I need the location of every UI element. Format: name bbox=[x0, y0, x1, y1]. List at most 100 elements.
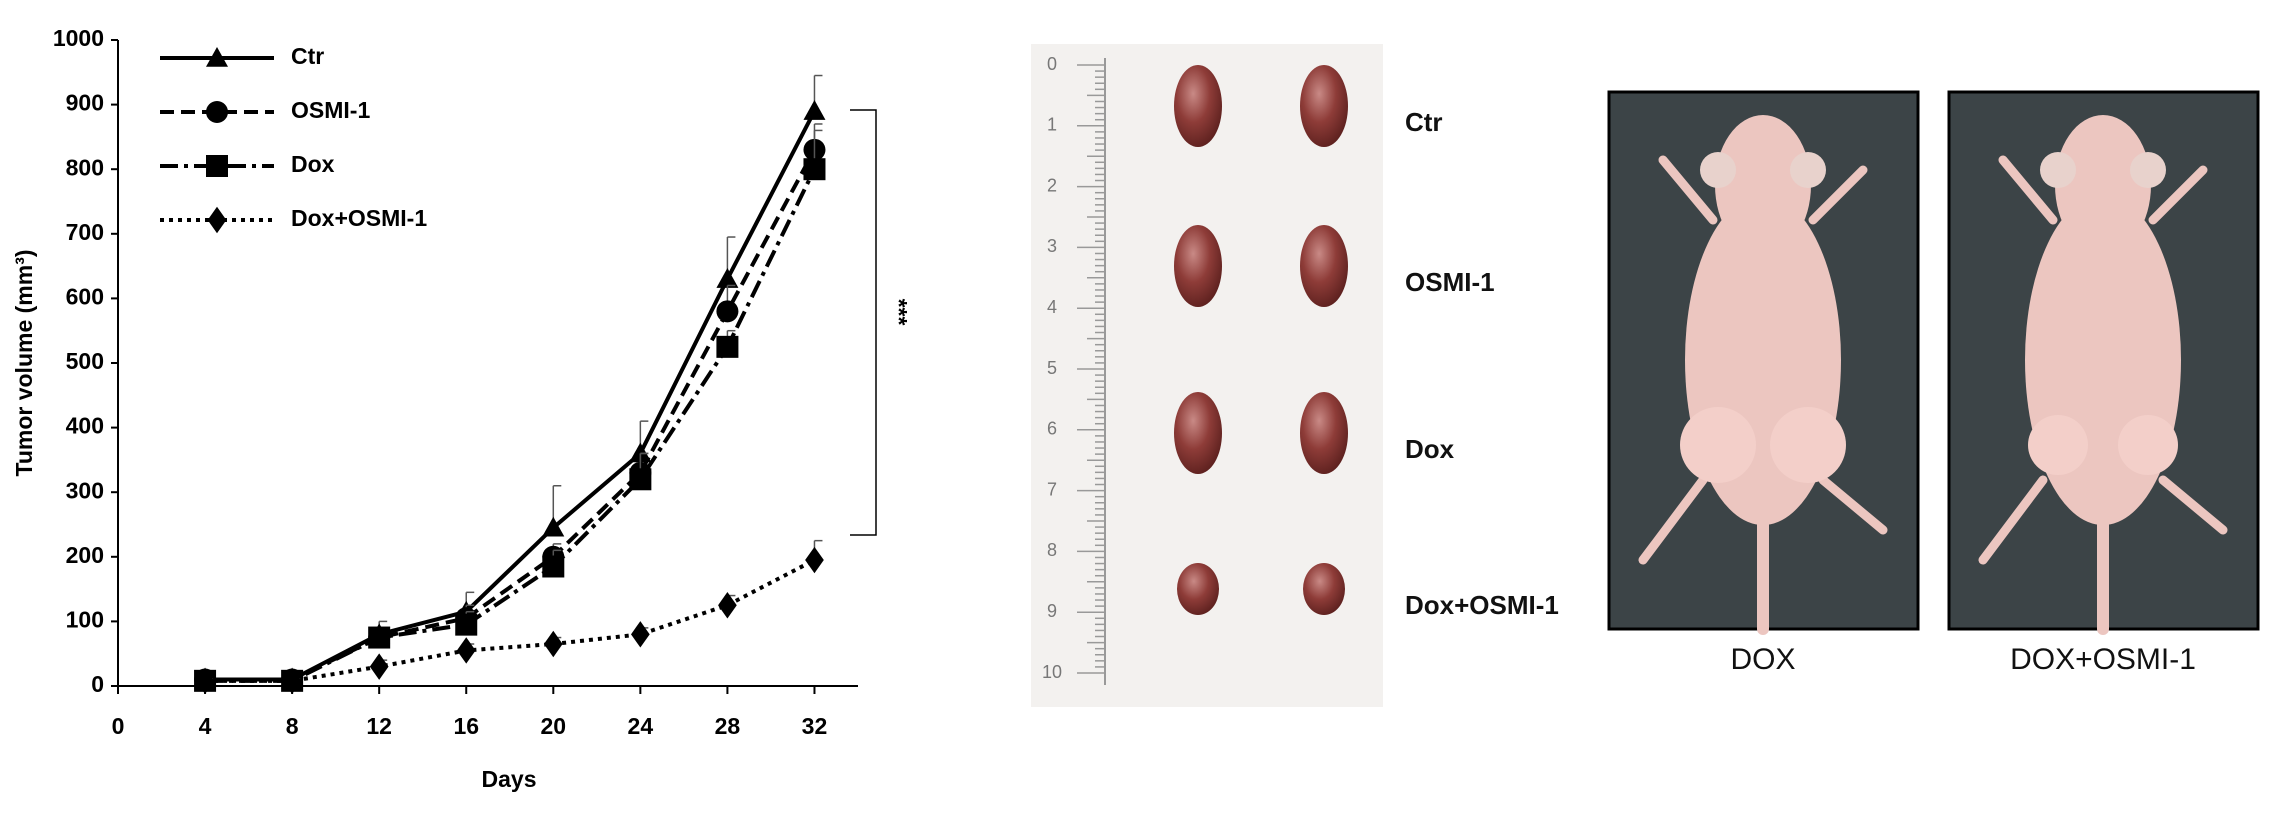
photo-caption: DOX bbox=[1730, 643, 1795, 676]
y-axis-label: Tumor volume (mm³) bbox=[11, 249, 37, 476]
tumor bbox=[1177, 563, 1219, 615]
row-label: Dox bbox=[1405, 434, 1455, 464]
x-axis-label: Days bbox=[482, 766, 537, 792]
significance-label: *** bbox=[886, 299, 912, 326]
tumor bbox=[1174, 225, 1222, 307]
y-tick-label: 200 bbox=[66, 542, 104, 568]
tumor bbox=[1300, 225, 1348, 307]
mouse-limb bbox=[2148, 165, 2208, 225]
series-line bbox=[205, 168, 817, 683]
x-tick-label: 32 bbox=[802, 713, 828, 739]
tumor bbox=[1174, 65, 1222, 147]
marker bbox=[455, 613, 478, 636]
mouse-ear bbox=[1700, 152, 1736, 188]
y-tick-label: 0 bbox=[91, 671, 104, 697]
mouse-photo bbox=[1947, 90, 2260, 635]
marker bbox=[368, 626, 391, 649]
y-tick-label: 900 bbox=[66, 90, 104, 116]
tumor bbox=[1300, 65, 1348, 147]
tumor-photo: 0 1 2 3 4 5 6 7 8 9 10 Ctr OSMI-1 Dox Dox+OSMI-1 bbox=[1031, 44, 1559, 707]
marker bbox=[542, 555, 565, 578]
ruler-label: 5 bbox=[1047, 358, 1057, 378]
marker bbox=[206, 47, 228, 67]
marker bbox=[805, 546, 824, 574]
y-tick-label: 1000 bbox=[53, 25, 104, 51]
y-tick-label: 300 bbox=[66, 477, 104, 503]
row-label: OSMI-1 bbox=[1405, 267, 1495, 297]
ruler-label: 7 bbox=[1047, 479, 1057, 499]
mouse-head bbox=[2055, 115, 2151, 255]
tumor bbox=[1300, 392, 1348, 474]
y-tick-label: 400 bbox=[66, 413, 104, 439]
legend-label: OSMI-1 bbox=[291, 97, 370, 123]
series-line bbox=[205, 558, 816, 683]
mouse-ear bbox=[2040, 152, 2076, 188]
mouse-limb bbox=[1978, 475, 2048, 565]
mouse-photo bbox=[1607, 90, 1920, 635]
marker bbox=[803, 100, 826, 120]
marker bbox=[195, 667, 215, 695]
line-chart: Days Tumor volume (mm³) 0100200300400500… bbox=[11, 25, 912, 792]
legend-label: Dox+OSMI-1 bbox=[291, 205, 427, 231]
tumor bbox=[1174, 392, 1222, 474]
marker bbox=[716, 300, 739, 323]
series-line bbox=[205, 148, 817, 682]
mouse-tumor bbox=[2028, 415, 2088, 475]
ruler-label: 2 bbox=[1047, 175, 1057, 195]
mouse-photos: DOX DOX+OSMI-1 bbox=[1607, 90, 2260, 676]
mouse-limb bbox=[1638, 475, 1708, 565]
x-tick-label: 20 bbox=[540, 713, 566, 739]
mouse-limb bbox=[1808, 165, 1868, 225]
marker bbox=[206, 155, 228, 177]
ruler-label: 6 bbox=[1047, 419, 1057, 439]
ruler-label: 9 bbox=[1047, 601, 1057, 621]
x-tick-label: 0 bbox=[112, 713, 125, 739]
marker bbox=[456, 637, 476, 664]
mouse-tumor bbox=[2118, 415, 2178, 475]
marker bbox=[543, 630, 563, 658]
x-tick-label: 28 bbox=[715, 713, 741, 739]
photo-caption: DOX+OSMI-1 bbox=[2010, 643, 2196, 676]
marker bbox=[716, 335, 739, 358]
mouse-ear bbox=[1790, 152, 1826, 188]
ruler-label: 1 bbox=[1047, 115, 1057, 135]
legend-label: Ctr bbox=[291, 43, 324, 69]
row-label: Ctr bbox=[1405, 107, 1443, 137]
x-tick-label: 12 bbox=[366, 713, 392, 739]
y-tick-label: 100 bbox=[66, 606, 104, 632]
marker bbox=[282, 667, 302, 695]
y-tick-label: 800 bbox=[66, 154, 104, 180]
marker bbox=[629, 468, 652, 491]
ruler-label: 0 bbox=[1047, 54, 1057, 74]
mouse-head bbox=[1715, 115, 1811, 255]
marker bbox=[716, 268, 739, 288]
ruler-label: 3 bbox=[1047, 236, 1057, 256]
x-tick-label: 8 bbox=[286, 713, 299, 739]
significance-bracket bbox=[850, 109, 877, 536]
tumor bbox=[1303, 563, 1345, 615]
ruler-label: 10 bbox=[1042, 662, 1062, 682]
ruler-label: 4 bbox=[1047, 297, 1057, 317]
mouse-limb bbox=[2158, 475, 2228, 535]
mouse-tumor bbox=[1770, 407, 1846, 483]
mouse-limb bbox=[1658, 155, 1718, 225]
marker bbox=[718, 592, 737, 619]
x-tick-label: 4 bbox=[199, 713, 212, 739]
marker bbox=[369, 653, 389, 680]
marker bbox=[629, 442, 652, 463]
mouse-tumor bbox=[1680, 407, 1756, 483]
marker bbox=[542, 516, 565, 537]
legend-label: Dox bbox=[291, 151, 335, 177]
marker bbox=[631, 621, 650, 648]
marker bbox=[206, 101, 228, 123]
marker bbox=[803, 158, 826, 181]
x-tick-label: 24 bbox=[628, 713, 654, 739]
y-tick-label: 500 bbox=[66, 348, 104, 374]
marker bbox=[207, 206, 227, 234]
mouse-ear bbox=[2130, 152, 2166, 188]
x-tick-label: 16 bbox=[453, 713, 479, 739]
mouse-limb bbox=[1998, 155, 2058, 225]
ruler-label: 8 bbox=[1047, 540, 1057, 560]
y-tick-label: 600 bbox=[66, 283, 104, 309]
